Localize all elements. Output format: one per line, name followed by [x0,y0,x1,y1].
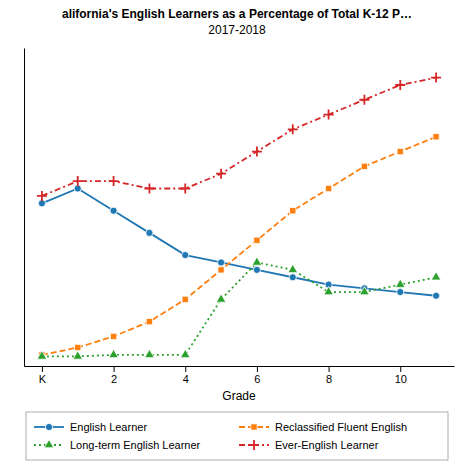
series [38,185,439,299]
point [75,344,81,350]
legend-label: English Learner [70,421,147,433]
point [290,208,296,214]
legend-label: Long-term English Learner [70,439,201,451]
x-tick-mark [114,366,115,372]
point [109,176,119,186]
point [146,318,152,324]
point [359,95,369,105]
point [180,184,190,194]
series [37,73,441,201]
point [431,73,441,83]
point [216,294,226,302]
plot-area [37,73,441,360]
point [253,266,260,273]
point [144,184,154,194]
point [324,286,334,294]
x-tick: 2 [111,366,117,385]
point [431,272,441,280]
x-tick-mark [329,366,330,372]
point [110,333,116,339]
legend-swatch-marker [249,440,259,450]
x-tick-label: 4 [183,373,189,385]
point [110,207,117,214]
legend-swatch-marker [45,423,52,430]
x-axis-title: Grade [222,389,256,403]
series-line [42,78,436,196]
point [288,264,298,272]
point [433,292,440,299]
point [73,176,83,186]
point [254,237,260,243]
point [109,349,119,357]
x-tick: 10 [395,366,407,385]
point [218,267,224,273]
x-axis: K 2 4 6 8 10 [25,366,455,385]
x-tick-label: 2 [111,373,117,385]
x-tick: K [39,366,47,385]
x-tick-label: 8 [326,373,332,385]
x-axis-line [25,366,455,367]
point [146,229,153,236]
point [395,279,405,287]
x-tick-mark [185,366,186,372]
point [397,148,403,154]
title: alifornia's English Learners as a Percen… [62,7,412,21]
point [218,259,225,266]
series-line [42,189,436,296]
legend: English Learner Reclassified Fluent Engli… [26,412,448,460]
legend-item: English Learner [34,421,147,433]
x-tick-label: 10 [395,373,407,385]
y-axis [24,49,25,367]
chart: alifornia's English Learners as a Percen… [0,0,474,474]
x-tick-mark [257,366,258,372]
point [216,169,226,179]
point [73,351,83,359]
point [252,257,262,265]
x-tick-label: K [39,373,47,385]
point [37,351,47,359]
point [395,80,405,90]
legend-swatch-marker [44,439,54,447]
legend-label: Ever-English Learner [275,439,379,451]
legend-label: Reclassified Fluent English [275,421,407,433]
point [325,185,331,191]
point [361,163,367,169]
x-tick-mark [42,366,43,372]
legend-item: Ever-English Learner [239,439,379,451]
point [145,349,155,357]
point [37,191,47,201]
point [397,288,404,295]
legend-frame [26,412,448,460]
y-axis-line [24,49,25,367]
point [360,286,370,294]
x-tick-label: 6 [254,373,260,385]
legend-item: Long-term English Learner [34,439,201,451]
series-line [42,137,436,355]
subtitle: 2017-2018 [208,23,266,37]
x-tick: 6 [254,366,260,385]
x-tick: 8 [326,366,332,385]
point [182,296,188,302]
point [433,134,439,140]
point [288,124,298,134]
point [324,110,334,120]
x-tick: 4 [183,366,189,385]
legend-swatch-marker [251,424,257,430]
x-tick-mark [400,366,401,372]
point [180,349,190,357]
point [182,252,189,259]
series [39,134,439,358]
series [37,257,441,359]
series-line [42,262,436,356]
legend-item: Reclassified Fluent English [239,421,407,433]
point [252,147,262,157]
point [289,274,296,281]
